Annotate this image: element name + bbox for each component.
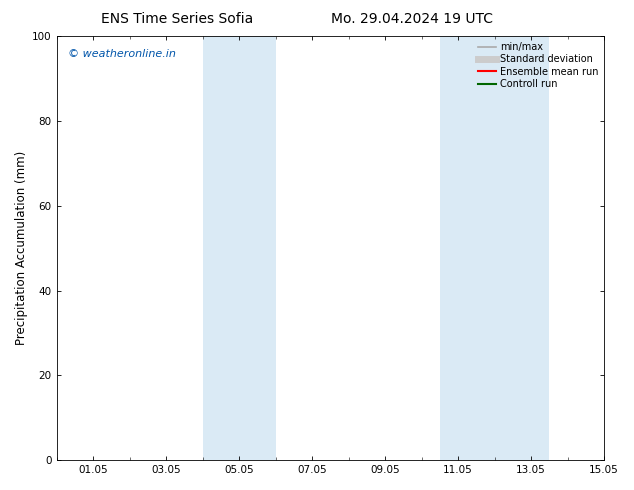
Bar xyxy=(440,36,550,460)
Text: ENS Time Series Sofia: ENS Time Series Sofia xyxy=(101,12,254,26)
Legend: min/max, Standard deviation, Ensemble mean run, Controll run: min/max, Standard deviation, Ensemble me… xyxy=(474,38,602,93)
Bar xyxy=(203,36,276,460)
Text: © weatheronline.in: © weatheronline.in xyxy=(68,49,176,59)
Text: Mo. 29.04.2024 19 UTC: Mo. 29.04.2024 19 UTC xyxy=(331,12,493,26)
Y-axis label: Precipitation Accumulation (mm): Precipitation Accumulation (mm) xyxy=(15,151,28,345)
